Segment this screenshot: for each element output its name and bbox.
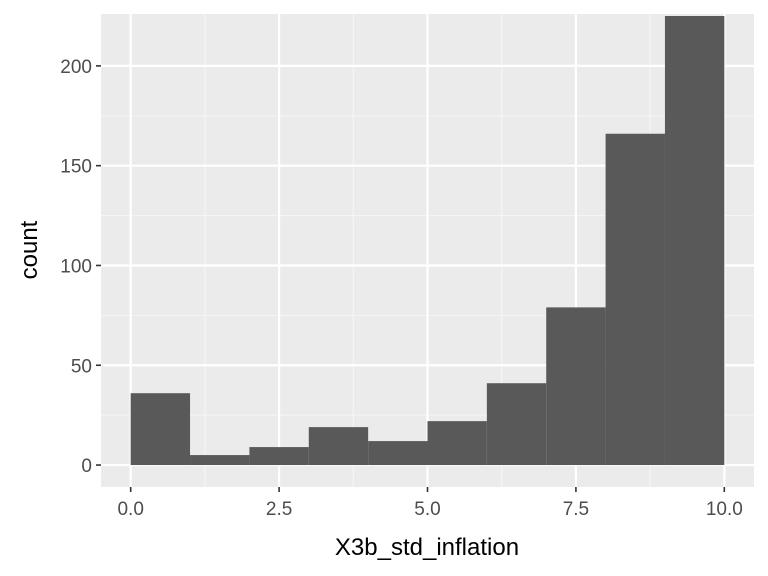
y-axis-title: count [16, 220, 43, 279]
y-axis: 0 50 100 150 200 [60, 57, 101, 477]
x-tick-label: 2.5 [266, 499, 292, 520]
y-tick-label: 50 [71, 356, 92, 377]
histogram-bars [130, 15, 725, 466]
y-tick-label: 0 [81, 456, 92, 477]
x-tick-label: 0.0 [117, 499, 143, 520]
histogram-bar [368, 441, 428, 466]
y-tick-label: 100 [60, 256, 92, 277]
histogram-bar [546, 307, 606, 466]
x-tick-label: 10.0 [706, 499, 743, 520]
y-tick-label: 150 [60, 157, 92, 178]
histogram-bar [249, 447, 309, 466]
x-axis-title: X3b_std_inflation [335, 534, 519, 561]
histogram-bar [486, 383, 547, 466]
histogram-bar [605, 133, 665, 466]
histogram-bar [130, 393, 191, 466]
histogram-bar [664, 15, 725, 466]
x-axis: 0.0 2.5 5.0 7.5 10.0 [117, 487, 743, 520]
histogram-bar [308, 427, 369, 466]
x-tick-label: 5.0 [414, 499, 440, 520]
histogram-bar [427, 421, 487, 466]
histogram-bar [190, 455, 250, 466]
y-tick-label: 200 [60, 57, 92, 78]
x-tick-label: 7.5 [563, 499, 589, 520]
